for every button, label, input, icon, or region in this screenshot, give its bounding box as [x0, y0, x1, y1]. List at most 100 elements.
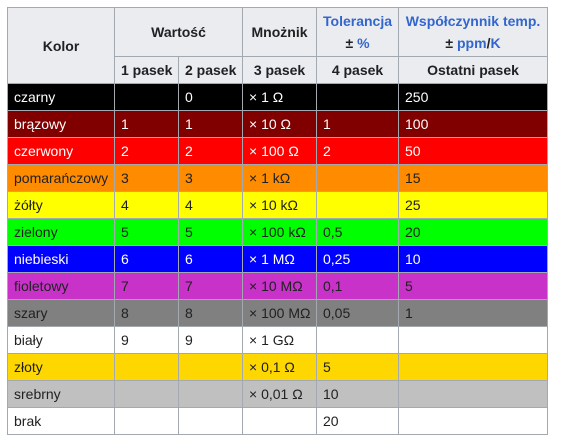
cell-multiplier: × 0,01 Ω — [242, 380, 317, 408]
cell-multiplier: × 10 Ω — [242, 110, 317, 138]
cell-color-name: niebieski — [7, 245, 115, 273]
cell-temp-coefficient: 100 — [398, 110, 548, 138]
cell-tolerance: 0,1 — [316, 272, 399, 300]
header-mnoznik: Mnożnik — [242, 7, 317, 57]
cell-temp-coefficient: 1 — [398, 299, 548, 327]
cell-color-name: fioletowy — [7, 272, 115, 300]
header-pasek-3: 3 pasek — [242, 56, 317, 84]
cell-color-name: brązowy — [7, 110, 115, 138]
cell-color-name: żółty — [7, 191, 115, 219]
cell-band-2 — [178, 407, 243, 435]
header-pasek-2: 2 pasek — [178, 56, 243, 84]
cell-band-2 — [178, 353, 243, 381]
cell-temp-coefficient: 20 — [398, 218, 548, 246]
cell-color-name: zielony — [7, 218, 115, 246]
cell-band-1 — [114, 380, 179, 408]
ppm-link[interactable]: ppm — [457, 35, 487, 51]
header-kolor: Kolor — [7, 7, 115, 84]
table-row: biały 9 9 × 1 GΩ — [7, 326, 548, 354]
cell-band-2: 0 — [178, 83, 243, 111]
cell-band-2: 4 — [178, 191, 243, 219]
cell-color-name: brak — [7, 407, 115, 435]
cell-temp-coefficient: 10 — [398, 245, 548, 273]
cell-tolerance: 2 — [316, 137, 399, 165]
cell-multiplier: × 1 Ω — [242, 83, 317, 111]
cell-tolerance: 5 — [316, 353, 399, 381]
cell-band-1: 3 — [114, 164, 179, 192]
header-tolerancja: Tolerancja ± % — [316, 7, 399, 57]
table-row: zielony 5 5 × 100 kΩ 0,5 20 — [7, 218, 548, 246]
cell-tolerance — [316, 83, 399, 111]
cell-tolerance — [316, 191, 399, 219]
cell-band-2: 1 — [178, 110, 243, 138]
cell-tolerance — [316, 326, 399, 354]
cell-temp-coefficient — [398, 407, 548, 435]
cell-multiplier: × 10 MΩ — [242, 272, 317, 300]
header-pasek-1: 1 pasek — [114, 56, 179, 84]
header-row-main: Kolor Wartość Mnożnik Tolerancja ± % Wsp… — [7, 7, 548, 84]
cell-multiplier — [242, 407, 317, 435]
table-row: fioletowy 7 7 × 10 MΩ 0,1 5 — [7, 272, 548, 300]
cell-temp-coefficient: 15 — [398, 164, 548, 192]
cell-color-name: czerwony — [7, 137, 115, 165]
table-row: czarny 0 × 1 Ω 250 — [7, 83, 548, 111]
table-row: czerwony 2 2 × 100 Ω 2 50 — [7, 137, 548, 165]
cell-band-2: 8 — [178, 299, 243, 327]
cell-temp-coefficient: 250 — [398, 83, 548, 111]
cell-band-1: 4 — [114, 191, 179, 219]
table-row: niebieski 6 6 × 1 MΩ 0,25 10 — [7, 245, 548, 273]
tolerancja-pm: ± — [345, 35, 358, 51]
cell-tolerance: 0,5 — [316, 218, 399, 246]
cell-band-1: 1 — [114, 110, 179, 138]
header-wspolczynnik: Współczynnik temp. ± ppm/K — [398, 7, 548, 57]
cell-tolerance: 0,05 — [316, 299, 399, 327]
cell-multiplier: × 100 Ω — [242, 137, 317, 165]
tolerancja-link[interactable]: Tolerancja — [323, 13, 392, 29]
table-row: pomarańczowy 3 3 × 1 kΩ 15 — [7, 164, 548, 192]
kelvin-link[interactable]: K — [490, 35, 501, 51]
table-row: brak 20 — [7, 407, 548, 435]
header-ostatni-pasek: Ostatni pasek — [398, 56, 548, 84]
table-row: brązowy 1 1 × 10 Ω 1 100 — [7, 110, 548, 138]
cell-band-1: 6 — [114, 245, 179, 273]
table-row: srebrny × 0,01 Ω 10 — [7, 380, 548, 408]
header-pasek-4: 4 pasek — [316, 56, 399, 84]
cell-band-2: 7 — [178, 272, 243, 300]
table-row: szary 8 8 × 100 MΩ 0,05 1 — [7, 299, 548, 327]
cell-multiplier: × 0,1 Ω — [242, 353, 317, 381]
resistor-color-code-table: Kolor Wartość Mnożnik Tolerancja ± % Wsp… — [7, 7, 548, 435]
cell-band-1 — [114, 83, 179, 111]
header-wartosc: Wartość — [114, 7, 243, 57]
cell-band-1 — [114, 353, 179, 381]
wspolczynnik-link[interactable]: Współczynnik temp. — [405, 13, 541, 29]
cell-band-1: 7 — [114, 272, 179, 300]
cell-band-2: 3 — [178, 164, 243, 192]
cell-band-1: 8 — [114, 299, 179, 327]
cell-temp-coefficient: 5 — [398, 272, 548, 300]
cell-multiplier: × 100 MΩ — [242, 299, 317, 327]
cell-multiplier: × 1 MΩ — [242, 245, 317, 273]
cell-band-2: 5 — [178, 218, 243, 246]
cell-color-name: srebrny — [7, 380, 115, 408]
cell-band-2 — [178, 380, 243, 408]
cell-multiplier: × 100 kΩ — [242, 218, 317, 246]
percent-link[interactable]: % — [357, 35, 370, 51]
cell-temp-coefficient: 25 — [398, 191, 548, 219]
cell-band-1 — [114, 407, 179, 435]
cell-multiplier: × 1 kΩ — [242, 164, 317, 192]
cell-temp-coefficient — [398, 326, 548, 354]
wspolczynnik-slash: / — [486, 35, 491, 51]
cell-band-1: 9 — [114, 326, 179, 354]
cell-tolerance — [316, 164, 399, 192]
cell-tolerance: 10 — [316, 380, 399, 408]
cell-color-name: szary — [7, 299, 115, 327]
table-body: czarny 0 × 1 Ω 250 brązowy 1 1 × 10 Ω 1 100 czerwo… — [7, 83, 548, 435]
cell-band-2: 9 — [178, 326, 243, 354]
cell-tolerance: 20 — [316, 407, 399, 435]
cell-color-name: biały — [7, 326, 115, 354]
cell-temp-coefficient — [398, 380, 548, 408]
cell-tolerance: 0,25 — [316, 245, 399, 273]
cell-band-1: 2 — [114, 137, 179, 165]
cell-band-1: 5 — [114, 218, 179, 246]
